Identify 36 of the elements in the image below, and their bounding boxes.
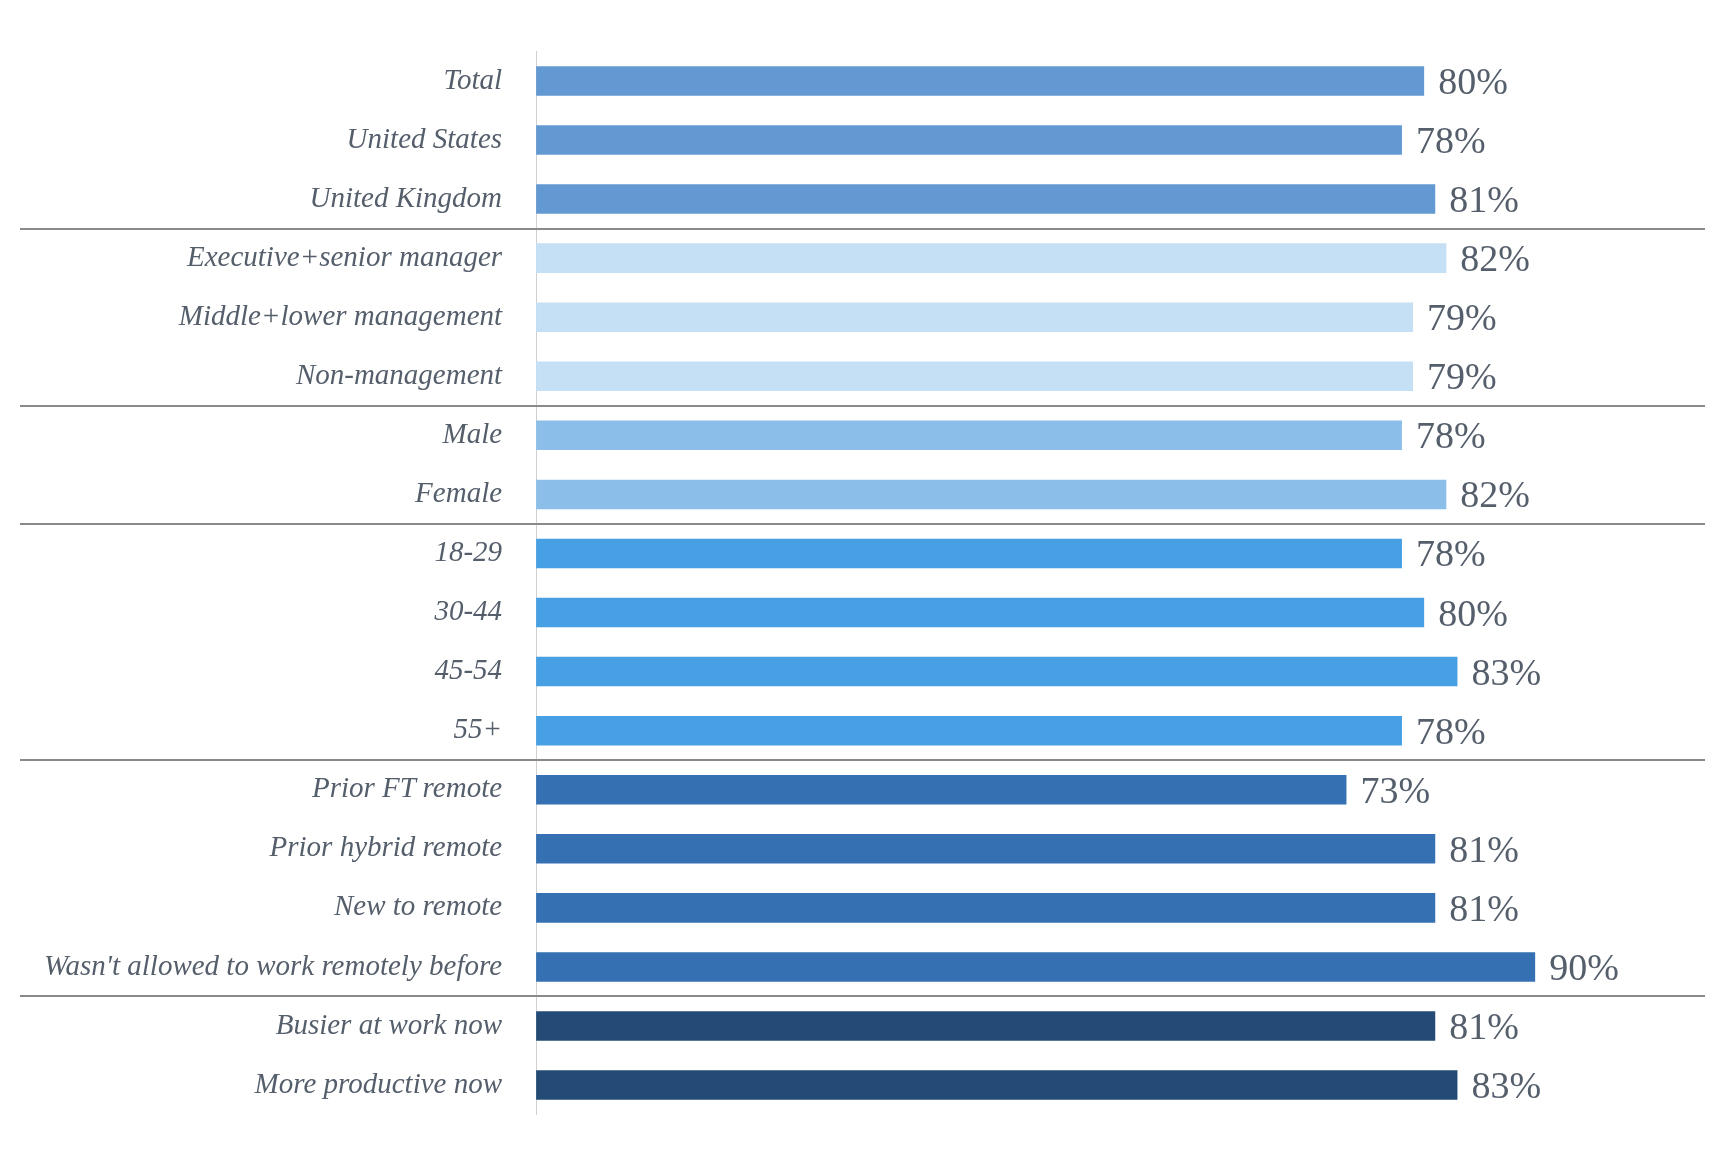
y-tick-label: 55+ bbox=[453, 712, 503, 745]
data-label: 78% bbox=[1415, 414, 1486, 457]
data-label: 78% bbox=[1415, 532, 1486, 575]
y-tick-label: 45-54 bbox=[434, 653, 503, 686]
y-tick-label: United States bbox=[346, 121, 503, 154]
y-tick-label: Male bbox=[441, 416, 503, 449]
y-tick-label: 18-29 bbox=[434, 535, 503, 568]
y-tick-label: Female bbox=[414, 476, 503, 509]
data-label: 82% bbox=[1460, 237, 1530, 280]
data-label: 81% bbox=[1449, 827, 1519, 870]
data-label: 83% bbox=[1471, 1064, 1542, 1107]
data-label: 79% bbox=[1427, 296, 1497, 339]
data-label: 78% bbox=[1415, 709, 1486, 752]
data-label: 79% bbox=[1427, 355, 1497, 398]
data-label: 80% bbox=[1438, 591, 1508, 634]
y-tick-label: Prior FT remote bbox=[310, 771, 503, 804]
data-label: 81% bbox=[1449, 886, 1519, 929]
y-tick-label: Busier at work now bbox=[275, 1007, 503, 1040]
y-tick-label: Executive+senior manager bbox=[185, 239, 503, 272]
data-label: 78% bbox=[1415, 118, 1486, 161]
y-tick-label: Prior hybrid remote bbox=[268, 830, 503, 863]
data-label: 90% bbox=[1549, 945, 1619, 988]
y-tick-label: Total bbox=[443, 62, 503, 95]
y-tick-label: Middle+lower management bbox=[177, 298, 503, 331]
data-label: 80% bbox=[1438, 59, 1508, 102]
y-tick-label: Non-management bbox=[294, 357, 504, 390]
y-tick-label: More productive now bbox=[253, 1066, 503, 1099]
data-label: 81% bbox=[1449, 1004, 1519, 1047]
data-label: 82% bbox=[1460, 473, 1530, 516]
data-label: 83% bbox=[1471, 650, 1542, 693]
y-tick-label: Wasn't allowed to work remotely before bbox=[43, 948, 503, 981]
y-tick-label: 30-44 bbox=[433, 594, 503, 627]
y-tick-label: New to remote bbox=[332, 889, 503, 922]
data-label: 73% bbox=[1360, 768, 1431, 811]
y-tick-label: United Kingdom bbox=[309, 180, 503, 213]
data-label: 81% bbox=[1449, 178, 1519, 221]
